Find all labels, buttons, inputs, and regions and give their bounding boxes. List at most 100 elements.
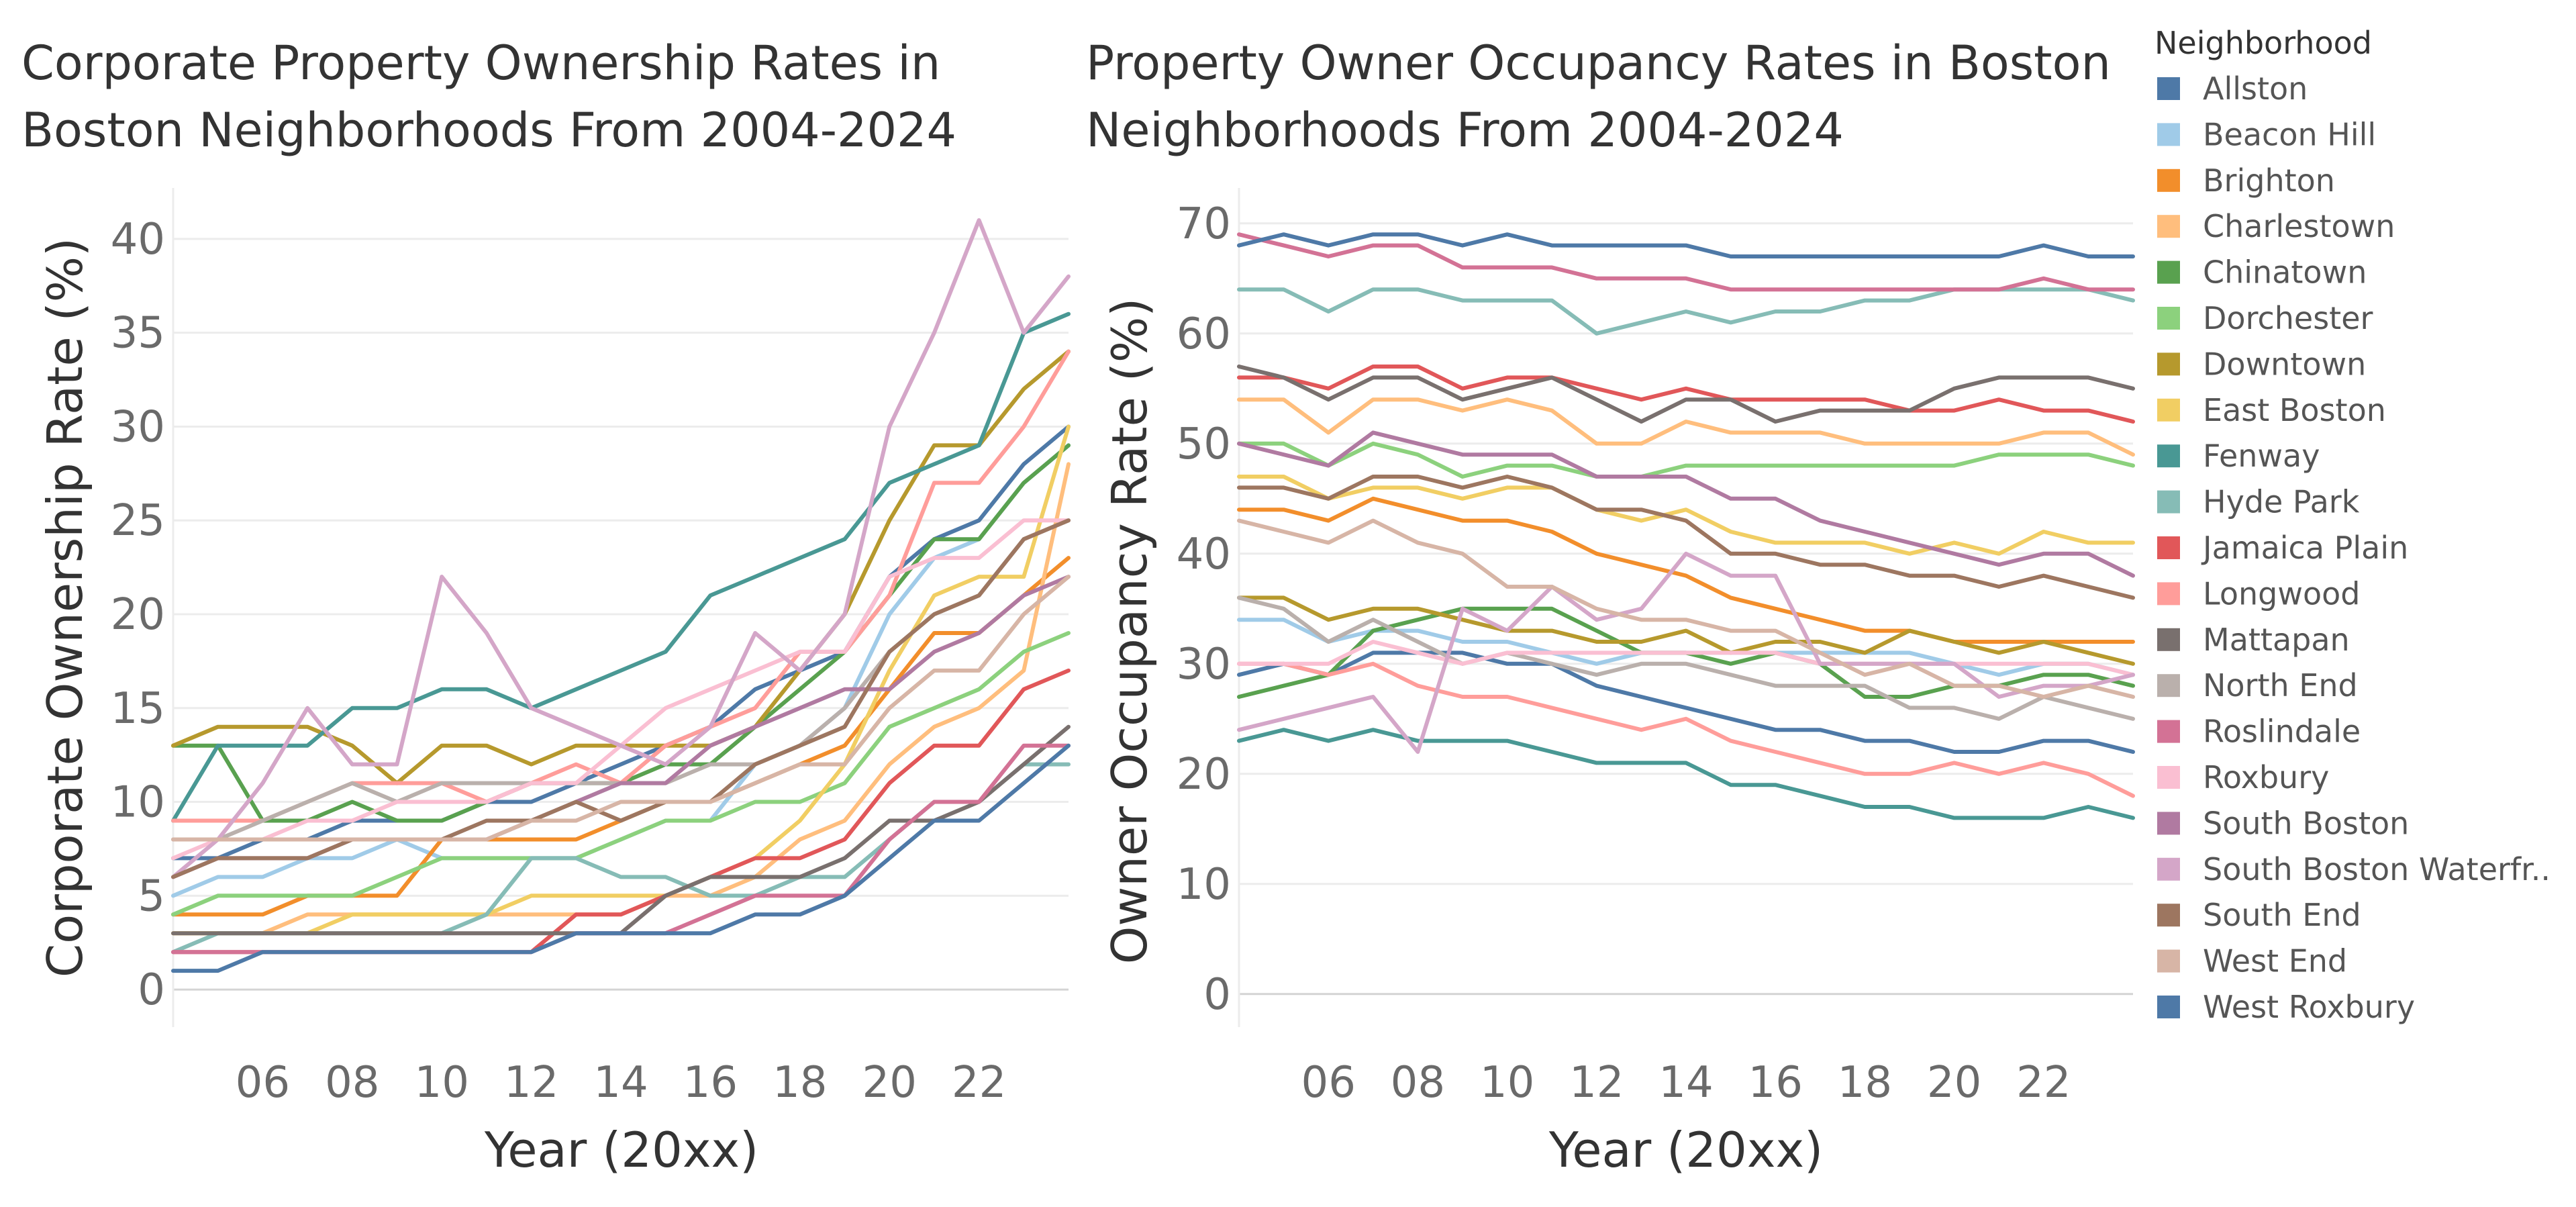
legend-swatch [2157,352,2180,376]
legend-item[interactable]: Jamaica Plain [2157,530,2408,566]
legend-title: Neighborhood [2154,25,2372,61]
x-tick-label: 16 [1748,1058,1802,1108]
legend-swatch [2157,215,2180,238]
legend-item[interactable]: West Roxbury [2157,989,2415,1025]
series-line-west-roxbury [1237,232,2135,258]
series-line-brighton [1237,496,2135,644]
x-tick-label: 08 [325,1058,379,1108]
series-line-brighton [171,556,1071,917]
x-tick-label: 08 [1391,1058,1445,1108]
legend-item[interactable]: South Boston Waterfr.. [2157,851,2550,887]
legend-label: Hyde Park [2203,484,2360,520]
legend-item[interactable]: Charlestown [2157,208,2395,244]
legend-item[interactable]: Dorchester [2157,300,2373,336]
chart-title-line-2: Neighborhoods From 2004-2024 [1086,103,1844,158]
y-tick-label: 70 [1177,199,1231,249]
x-tick-label: 20 [862,1058,916,1108]
legend-item[interactable]: Brighton [2157,162,2335,199]
series-line-downtown [1237,595,2135,666]
legend-item[interactable]: Allston [2157,70,2308,107]
legend-label: South End [2203,897,2361,933]
y-axis-title: Owner Occupancy Rate (%) [1101,298,1158,965]
legend-item[interactable]: West End [2157,943,2347,979]
legend-item[interactable]: South Boston [2157,805,2409,841]
gridlines [172,188,1069,1027]
y-tick-label: 40 [111,215,165,264]
legend-swatch [2157,904,2180,927]
legend-label: West Roxbury [2203,989,2415,1025]
legend-swatch [2157,628,2180,651]
legend-label: Downtown [2203,346,2366,382]
series-line-jamaica-plain [1237,365,2135,424]
x-tick-label: 22 [952,1058,1006,1108]
legend-item[interactable]: Downtown [2157,346,2366,382]
x-tick-label: 20 [1927,1058,1981,1108]
legend-item[interactable]: Mattapan [2157,622,2350,658]
series-line-roslindale [171,743,1071,955]
y-tick-label: 25 [111,496,165,546]
legend-item[interactable]: Roslindale [2157,714,2361,750]
series-line-charlestown [171,462,1071,936]
legend-label: Dorchester [2203,300,2373,336]
series-line-west-end [171,575,1071,842]
y-tick-label: 30 [111,402,165,452]
chart-title-line-2: Boston Neighborhoods From 2004-2024 [21,103,956,158]
legend-item[interactable]: Hyde Park [2157,484,2360,520]
series-line-allston [171,424,1071,861]
series-line-mattapan [171,724,1071,936]
legend-items: Allston Beacon Hill Brighton Charlestown Chi… [2157,70,2550,1025]
legend-item[interactable]: Longwood [2157,575,2360,612]
legend-swatch [2157,444,2180,468]
x-axis-ticks: 06 08 10 12 14 16 18 20 22 [1301,1058,2071,1108]
legend-label: Chinatown [2203,254,2367,291]
series-line-roslindale [1237,232,2135,292]
y-tick-label: 5 [138,871,165,921]
y-tick-label: 20 [111,590,165,640]
x-tick-label: 12 [1569,1058,1624,1108]
y-tick-label: 10 [111,778,165,828]
y-tick-label: 40 [1177,530,1231,579]
legend-item[interactable]: Roxbury [2157,759,2329,795]
legend-swatch [2157,949,2180,973]
series-line-north-end [1237,595,2135,721]
y-tick-label: 20 [1177,750,1231,800]
legend-label: South Boston Waterfr.. [2203,851,2550,887]
x-tick-label: 10 [1480,1058,1534,1108]
legend-swatch [2157,398,2180,422]
legend-item[interactable]: Beacon Hill [2157,116,2376,152]
legend-swatch [2157,307,2180,330]
series-line-east-boston [171,424,1071,936]
legend-item[interactable]: Chinatown [2157,254,2367,291]
legend-swatch [2157,996,2180,1018]
legend-label: West End [2203,943,2347,979]
legend-label: East Boston [2203,392,2386,428]
legend-item[interactable]: North End [2157,667,2358,704]
series-line-charlestown [1237,397,2135,457]
series-line-south-end [1237,475,2135,600]
legend-label: Allston [2203,70,2308,107]
legend-item[interactable]: East Boston [2157,392,2386,428]
x-tick-label: 06 [1301,1058,1355,1108]
legend-label: Mattapan [2203,622,2350,658]
series-line-allston [1237,650,2135,754]
legend-swatch [2157,260,2180,284]
series-line-dorchester [171,631,1071,917]
x-tick-label: 14 [1658,1058,1713,1108]
x-axis-ticks: 06 08 10 12 14 16 18 20 22 [236,1058,1007,1108]
series-line-roxbury [171,518,1071,861]
legend-swatch [2157,168,2180,192]
series-line-fenway [171,311,1071,823]
legend: Neighborhood Allston Beacon Hill Brighton C… [2154,25,2550,1025]
series-line-north-end [171,518,1071,842]
y-tick-label: 0 [138,965,165,1015]
legend-item[interactable]: South End [2157,897,2361,933]
x-tick-label: 12 [504,1058,558,1108]
series-line-south-boston-waterfr [171,218,1071,879]
x-tick-label: 06 [236,1058,290,1108]
x-tick-label: 10 [414,1058,468,1108]
y-tick-label: 15 [111,684,165,734]
legend-item[interactable]: Fenway [2157,438,2320,474]
series-line-west-end [1237,518,2135,699]
series-line-longwood [171,349,1071,823]
x-axis-title: Year (20xx) [484,1122,758,1178]
